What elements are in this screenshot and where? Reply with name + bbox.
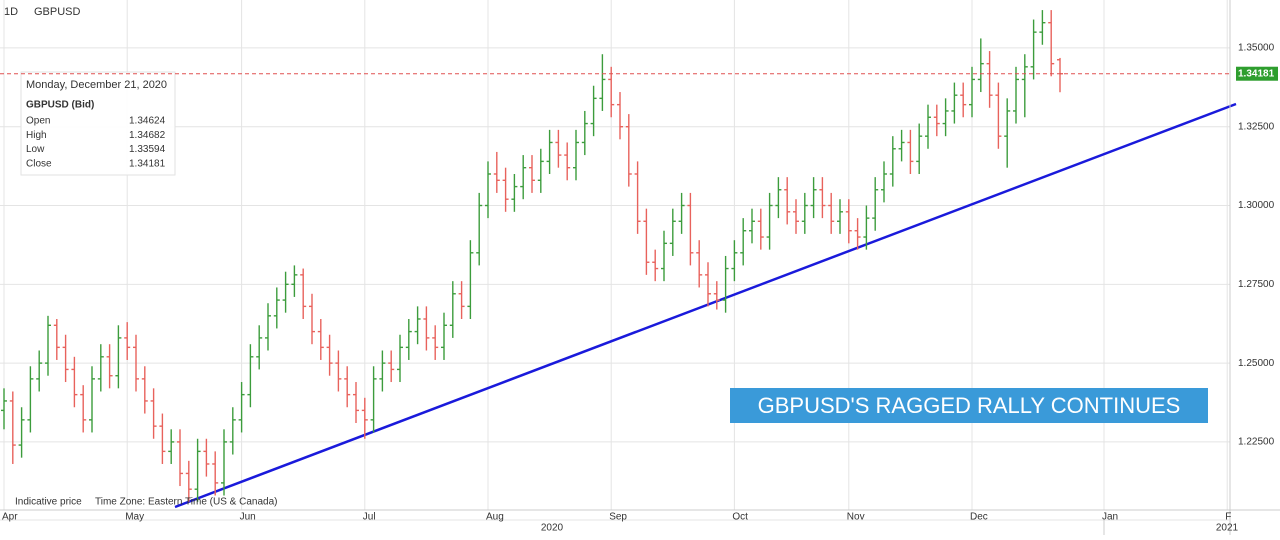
grid: [0, 0, 1230, 510]
x-tick-label: Jul: [363, 512, 376, 523]
tooltip-date: Monday, December 21, 2020: [26, 79, 167, 91]
x-tick-label: Aug: [486, 512, 504, 523]
x-tick-label: May: [125, 512, 144, 523]
x-tick-label: Jun: [240, 512, 256, 523]
x-tick-label: Apr: [2, 512, 18, 523]
bars: [1, 10, 1063, 502]
tooltip-label: Close: [26, 159, 52, 170]
tooltip-value: 1.33594: [129, 144, 166, 155]
y-tick-label: 1.30000: [1238, 200, 1275, 211]
tooltip-label: High: [26, 130, 47, 141]
annotation-text: GBPUSD'S RAGGED RALLY CONTINUES: [758, 393, 1181, 418]
annotation-box: [730, 388, 1208, 423]
tooltip-value: 1.34624: [129, 116, 166, 127]
x-tick-label: Dec: [970, 512, 988, 523]
footer-timezone: Time Zone: Eastern Time (US & Canada): [95, 497, 277, 508]
annotation: GBPUSD'S RAGGED RALLY CONTINUES: [730, 388, 1208, 423]
x-tick-label: Sep: [609, 512, 627, 523]
trend-line: [174, 102, 1237, 509]
y-tick-label: 1.27500: [1238, 279, 1275, 290]
x-tick-label: Jan: [1102, 512, 1118, 523]
x-tick-label: Nov: [847, 512, 865, 523]
tooltip: Monday, December 21, 2020 GBPUSD (Bid) O…: [20, 71, 176, 176]
tooltip-symbol: GBPUSD (Bid): [26, 100, 94, 111]
y-tick-label: 1.22500: [1238, 437, 1275, 448]
y-tick-label: 1.32500: [1238, 121, 1275, 132]
last-price-label: 1.34181: [1238, 68, 1275, 79]
footer-note: Indicative price: [15, 497, 82, 508]
y-tick-label: 1.25000: [1238, 358, 1275, 369]
year-label: 2020: [541, 523, 564, 534]
x-tick-label: Oct: [732, 512, 748, 523]
x-tick-label: F: [1225, 512, 1231, 523]
tooltip-box: [20, 71, 176, 176]
tooltip-label: Low: [26, 144, 45, 155]
interval: 1D: [4, 6, 18, 18]
tooltip-label: Open: [26, 116, 50, 127]
tooltip-value: 1.34682: [129, 130, 166, 141]
symbol: GBPUSD: [34, 6, 81, 18]
last-price-badge: [1236, 66, 1278, 81]
y-tick-label: 1.35000: [1238, 43, 1275, 54]
year-label: 2021: [1216, 523, 1239, 534]
tooltip-rows: Open 1.34624 High 1.34682 Low 1.33594 Close 1.3…: [26, 116, 166, 170]
tooltip-value: 1.34181: [129, 159, 166, 170]
